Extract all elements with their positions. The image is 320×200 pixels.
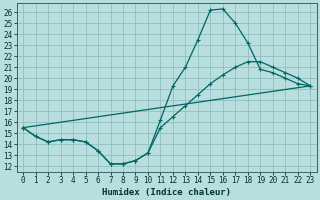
X-axis label: Humidex (Indice chaleur): Humidex (Indice chaleur) [102, 188, 231, 197]
